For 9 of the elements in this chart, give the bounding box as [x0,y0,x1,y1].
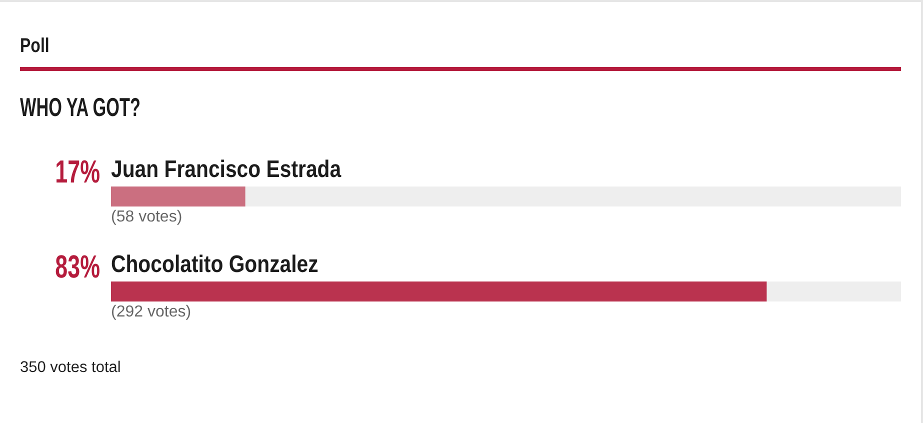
chart-subtitle: WHO YA GOT? [20,92,140,122]
data-label: 83% [55,248,100,284]
y-tick-label: Juan Francisco Estrada [111,155,342,182]
annotation: (292 votes) [111,304,192,320]
data-label: 17% [55,154,100,190]
y-tick-label: Chocolatito Gonzalez [111,250,318,278]
annotation: (58 votes) [111,208,182,226]
text: 350 votes total [20,359,121,376]
chart-title: Poll [20,35,50,57]
